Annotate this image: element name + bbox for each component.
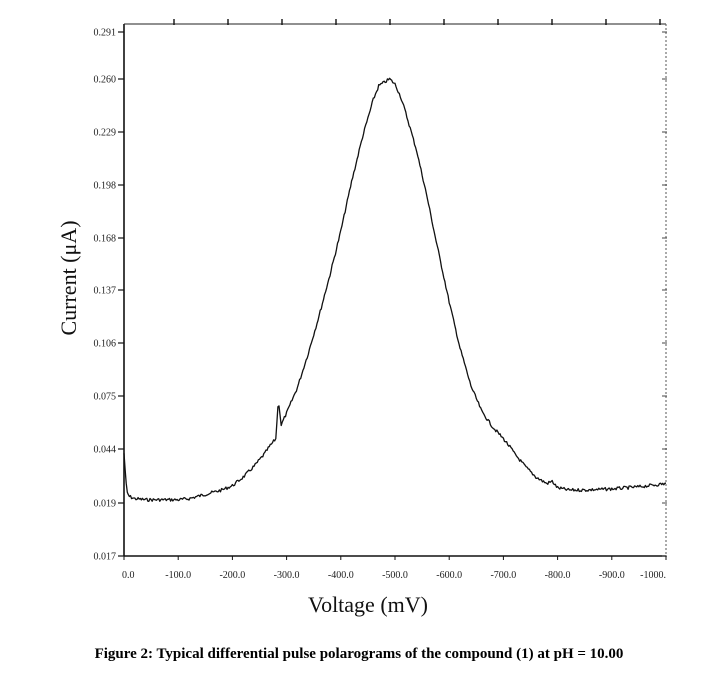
y-axis-title: Current (μA) <box>56 220 81 335</box>
x-tick-label: -500.0 <box>382 570 408 581</box>
x-tick-label: -200.0 <box>219 570 245 581</box>
y-tick-label: 0.137 <box>94 286 117 297</box>
x-tick-label: -600.0 <box>436 570 462 581</box>
polarogram-chart: 0.291 0.260 0.229 0.198 0.168 0.137 0.106 0.075… <box>56 19 667 617</box>
x-tick-label: -800.0 <box>545 570 571 581</box>
x-tick-label: -1000. <box>640 570 666 581</box>
x-tick-label: -400.0 <box>328 570 354 581</box>
y-tick-label: 0.075 <box>94 392 117 403</box>
figure-caption: Figure 2: Typical differential pulse pol… <box>94 646 624 662</box>
y-axis-ticks: 0.291 0.260 0.229 0.198 0.168 0.137 0.106 0.075… <box>94 28 667 563</box>
y-tick-label: 0.198 <box>94 181 117 192</box>
x-tick-label: 0.0 <box>122 570 135 581</box>
y-tick-label: 0.260 <box>94 75 117 86</box>
y-tick-label: 0.017 <box>94 552 117 563</box>
chart-axes <box>123 19 667 557</box>
x-tick-label: -300.0 <box>274 570 300 581</box>
y-tick-label: 0.291 <box>94 28 117 39</box>
y-tick-label: 0.229 <box>94 128 117 139</box>
y-tick-label: 0.168 <box>94 234 117 245</box>
x-axis-ticks: 0.0 -100.0 -200.0 -300.0 -400.0 -500.0 -600.0 -… <box>122 556 667 581</box>
x-axis-title: Voltage (mV) <box>308 592 428 617</box>
x-tick-label: -700.0 <box>490 570 516 581</box>
x-tick-label: -100.0 <box>165 570 191 581</box>
x-tick-label: -900.0 <box>599 570 625 581</box>
y-tick-label: 0.044 <box>94 445 117 456</box>
y-tick-label: 0.019 <box>94 499 117 510</box>
current-voltage-curve <box>123 77 666 502</box>
plot-area <box>123 77 666 502</box>
y-tick-label: 0.106 <box>94 339 117 350</box>
